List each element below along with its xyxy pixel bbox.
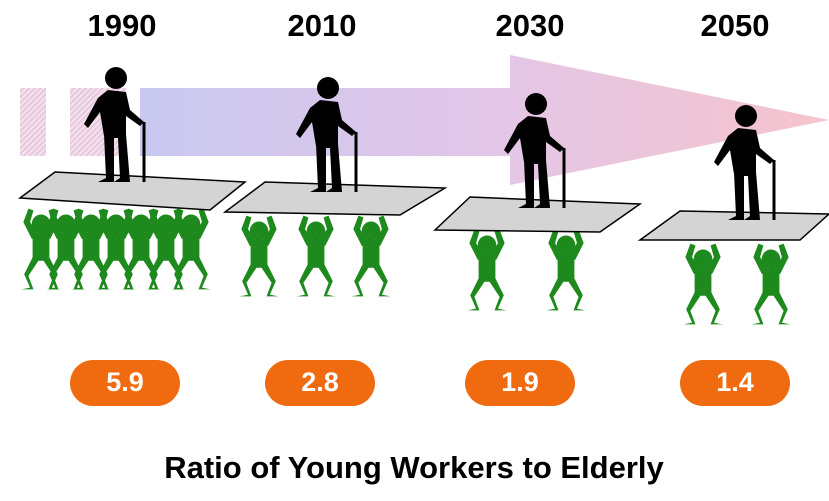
- worker-figure: [683, 243, 723, 325]
- ratio-value: 2.8: [301, 367, 339, 397]
- worker-figure: [296, 215, 336, 297]
- worker-figure: [351, 215, 391, 297]
- platform: [222, 181, 448, 216]
- year-label: 1990: [88, 8, 157, 43]
- labels: 1990 5.9 2010 2.8 2030 1.9 2050 1.4: [70, 8, 790, 406]
- ratio-pill: [265, 360, 375, 406]
- caption: Ratio of Young Workers to Elderly: [164, 450, 664, 485]
- platform: [17, 171, 248, 211]
- year-label: 2010: [288, 8, 357, 43]
- worker-figure: [171, 208, 211, 290]
- worker-figure: [546, 229, 586, 311]
- ratio-value: 1.9: [501, 367, 539, 397]
- platform: [637, 210, 829, 241]
- ratio-pill: [70, 360, 180, 406]
- platform: [433, 196, 643, 233]
- worker-figure: [239, 215, 279, 297]
- year-label: 2030: [496, 8, 565, 43]
- ratio-value: 5.9: [106, 367, 144, 397]
- ratio-pill: [465, 360, 575, 406]
- worker-figure: [467, 229, 507, 311]
- ratio-value: 1.4: [716, 367, 754, 397]
- figures: [17, 66, 829, 325]
- year-label: 2050: [701, 8, 770, 43]
- ratio-pill: [680, 360, 790, 406]
- worker-figure: [751, 243, 791, 325]
